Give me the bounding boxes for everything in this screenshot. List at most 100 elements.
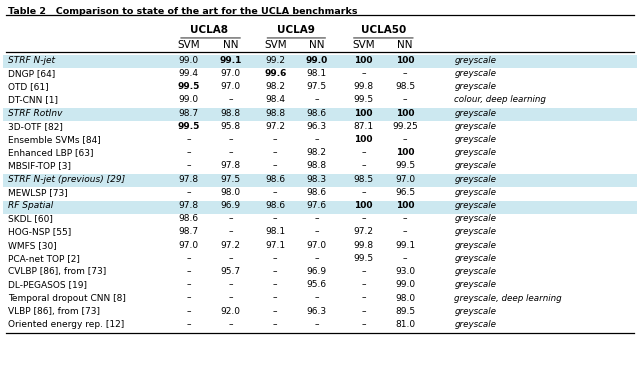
Text: –: – [314,135,319,144]
Text: DNGP [64]: DNGP [64] [8,69,56,78]
Text: STRF N-jet: STRF N-jet [8,56,55,65]
Text: –: – [361,280,366,289]
Text: 98.1: 98.1 [307,69,327,78]
Text: 97.8: 97.8 [179,201,199,210]
Text: –: – [361,148,366,157]
Text: DL-PEGASOS [19]: DL-PEGASOS [19] [8,280,87,289]
Text: 95.6: 95.6 [307,280,327,289]
Text: 99.5: 99.5 [353,254,374,263]
Text: 100: 100 [355,108,372,118]
Text: greyscale: greyscale [454,214,497,223]
Text: colour, deep learning: colour, deep learning [454,95,547,104]
Text: 97.0: 97.0 [395,174,415,184]
Text: –: – [361,188,366,197]
Text: MEWLSP [73]: MEWLSP [73] [8,188,68,197]
Text: 97.6: 97.6 [307,201,327,210]
Text: –: – [273,267,278,276]
Text: –: – [314,214,319,223]
Text: –: – [273,307,278,316]
Text: WMFS [30]: WMFS [30] [8,241,57,250]
Text: 98.7: 98.7 [179,108,199,118]
Text: –: – [361,214,366,223]
Text: Enhanced LBP [63]: Enhanced LBP [63] [8,148,94,157]
Text: VLBP [86], from [73]: VLBP [86], from [73] [8,307,100,316]
Text: –: – [228,214,233,223]
Text: 100: 100 [355,201,372,210]
Text: 97.5: 97.5 [307,82,327,91]
Text: 98.5: 98.5 [353,174,374,184]
Text: –: – [361,161,366,170]
Text: –: – [186,148,191,157]
Text: UCLA9: UCLA9 [276,25,315,35]
Text: 97.2: 97.2 [353,227,374,237]
Text: SVM: SVM [264,39,287,50]
Text: 99.0: 99.0 [395,280,415,289]
Text: 89.5: 89.5 [395,307,415,316]
Text: –: – [228,227,233,237]
Text: OTD [61]: OTD [61] [8,82,49,91]
Text: 98.6: 98.6 [307,108,327,118]
Text: –: – [403,214,408,223]
Text: 95.8: 95.8 [220,122,241,131]
Text: –: – [403,135,408,144]
Text: –: – [273,188,278,197]
Text: greyscale: greyscale [454,267,497,276]
Text: greyscale: greyscale [454,174,497,184]
Text: greyscale: greyscale [454,148,497,157]
Text: 100: 100 [355,135,372,144]
Text: 98.6: 98.6 [265,201,285,210]
Text: –: – [186,307,191,316]
Text: MBSIF-TOP [3]: MBSIF-TOP [3] [8,161,71,170]
Text: 92.0: 92.0 [220,307,241,316]
Text: 97.0: 97.0 [307,241,327,250]
Text: 97.8: 97.8 [179,174,199,184]
Text: –: – [403,254,408,263]
Text: –: – [228,280,233,289]
Text: greyscale: greyscale [454,254,497,263]
Text: 100: 100 [355,56,372,65]
Text: 100: 100 [396,148,414,157]
Text: 99.1: 99.1 [220,56,241,65]
Text: 96.5: 96.5 [395,188,415,197]
Text: CVLBP [86], from [73]: CVLBP [86], from [73] [8,267,107,276]
Text: 97.0: 97.0 [220,82,241,91]
Text: greyscale: greyscale [454,56,497,65]
Text: 99.5: 99.5 [353,95,374,104]
Text: –: – [314,320,319,329]
Text: greyscale: greyscale [454,108,497,118]
Text: STRF N-jet (previous) [29]: STRF N-jet (previous) [29] [8,174,125,184]
Text: 99.4: 99.4 [179,69,199,78]
Text: –: – [403,69,408,78]
Text: 97.1: 97.1 [265,241,285,250]
Text: 97.0: 97.0 [220,69,241,78]
Text: –: – [314,293,319,303]
Text: 98.6: 98.6 [179,214,199,223]
Text: UCLA8: UCLA8 [190,25,228,35]
Text: greyscale: greyscale [454,135,497,144]
Text: UCLA50: UCLA50 [362,25,406,35]
Bar [3,200,637,214]
Text: Ensemble SVMs [84]: Ensemble SVMs [84] [8,135,101,144]
Text: SKDL [60]: SKDL [60] [8,214,53,223]
Text: greyscale: greyscale [454,320,497,329]
Text: –: – [186,135,191,144]
Text: 99.5: 99.5 [178,82,200,91]
Text: 87.1: 87.1 [353,122,374,131]
Text: –: – [314,227,319,237]
Text: PCA-net TOP [2]: PCA-net TOP [2] [8,254,80,263]
Text: 98.1: 98.1 [265,227,285,237]
Text: 99.8: 99.8 [353,241,374,250]
Bar [3,55,637,68]
Text: –: – [228,320,233,329]
Text: 99.0: 99.0 [179,95,199,104]
Text: 81.0: 81.0 [395,320,415,329]
Text: –: – [273,320,278,329]
Text: SVM: SVM [352,39,375,50]
Text: greyscale: greyscale [454,122,497,131]
Text: greyscale: greyscale [454,227,497,237]
Text: –: – [361,320,366,329]
Text: 98.7: 98.7 [179,227,199,237]
Text: 97.5: 97.5 [220,174,241,184]
Text: –: – [228,293,233,303]
Text: 99.8: 99.8 [353,82,374,91]
